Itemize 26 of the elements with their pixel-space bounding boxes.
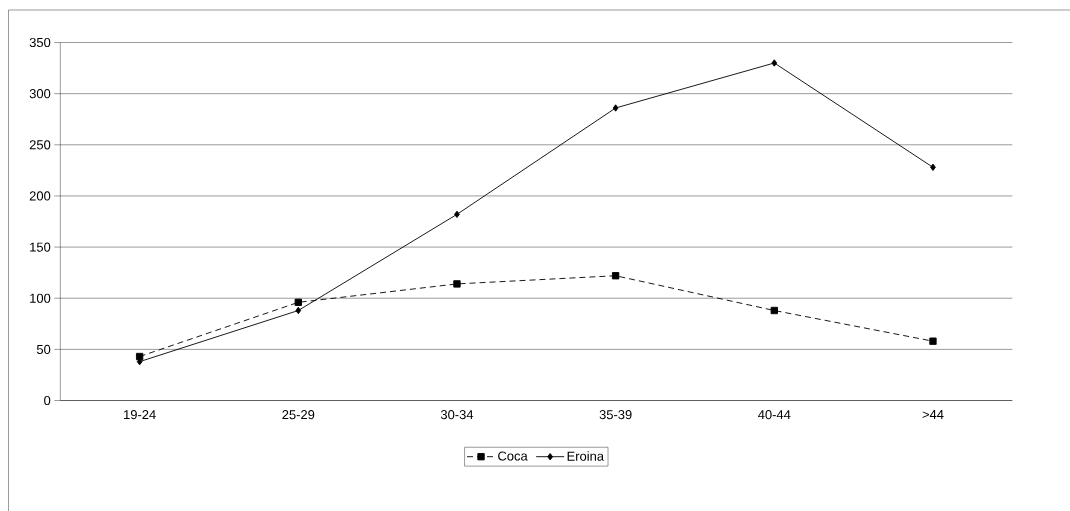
point — [453, 280, 461, 288]
y-tick-label: 150 — [30, 242, 51, 252]
x-tick-label: 30-34 — [440, 410, 474, 420]
point — [611, 272, 620, 280]
x-tick-label: 25-29 — [282, 410, 315, 420]
legend-label: Eroina — [567, 451, 605, 461]
point — [295, 306, 302, 315]
x-tick-label: 40-44 — [758, 410, 791, 420]
point — [294, 298, 302, 306]
y-tick-label: 300 — [29, 89, 51, 99]
point — [136, 358, 143, 366]
point — [771, 59, 778, 67]
point — [770, 306, 778, 315]
x-tick-label: 35-39 — [599, 410, 632, 420]
point — [930, 163, 936, 171]
point — [929, 337, 937, 345]
y-tick-label: 250 — [29, 140, 51, 150]
y-tick-label: 0 — [44, 395, 51, 406]
legend-label: Coca — [498, 451, 528, 461]
y-tick-label: 50 — [36, 344, 51, 354]
point — [612, 104, 619, 112]
y-tick-label: 100 — [30, 293, 51, 303]
y-tick-label: 200 — [29, 191, 51, 201]
x-tick-label: 19-24 — [124, 410, 156, 420]
y-tick-label: 350 — [29, 37, 51, 48]
x-tick-label: >44 — [922, 410, 944, 419]
